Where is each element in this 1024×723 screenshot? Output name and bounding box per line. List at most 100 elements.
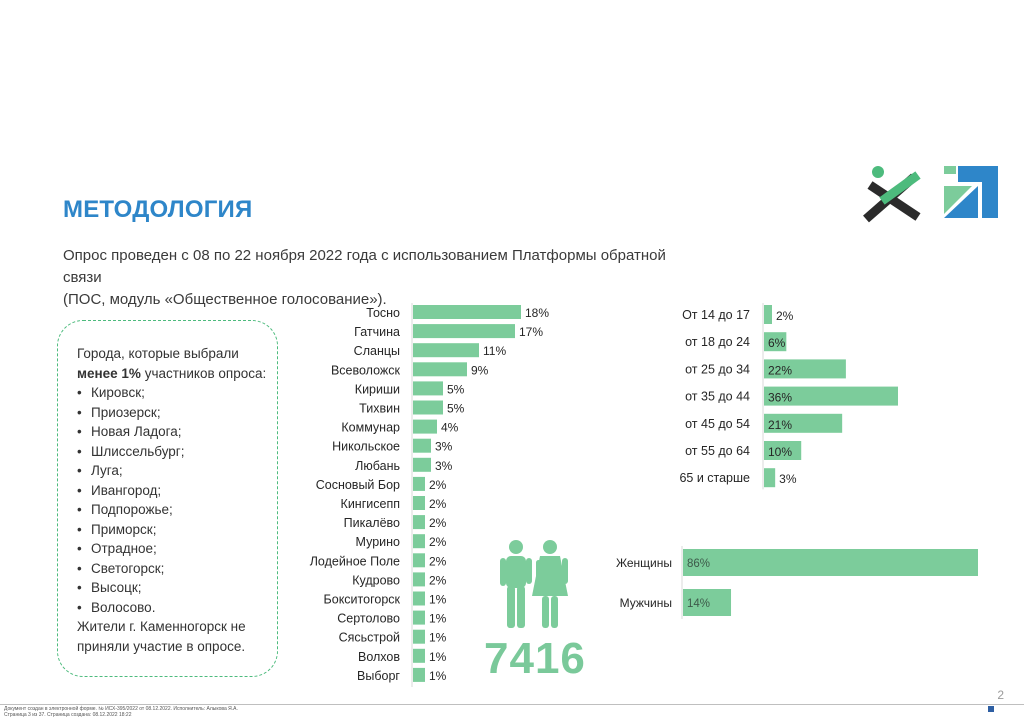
city-label: Выборг xyxy=(357,669,400,683)
age-label: 65 и старше xyxy=(679,471,750,485)
city-bar xyxy=(413,476,425,491)
age-value-label: 10% xyxy=(768,445,792,459)
age-label: от 18 до 24 xyxy=(685,335,750,349)
city-bar xyxy=(413,343,479,358)
city-value-label: 2% xyxy=(429,516,447,530)
age-label: от 25 до 34 xyxy=(685,362,750,376)
age-label: От 14 до 17 xyxy=(682,308,750,322)
city-label: Кириши xyxy=(355,382,400,396)
city-bar xyxy=(413,457,431,472)
city-value-label: 2% xyxy=(429,573,447,587)
city-item: Отрадное; xyxy=(77,539,277,559)
city-label: Волхов xyxy=(358,650,400,664)
city-item: Волосово. xyxy=(77,598,277,618)
city-label: Сосновый Бор xyxy=(316,478,400,492)
city-value-label: 9% xyxy=(471,363,489,377)
age-value-label: 22% xyxy=(768,363,792,377)
age-value-label: 36% xyxy=(768,391,792,405)
city-value-label: 5% xyxy=(447,382,465,396)
gender-bar xyxy=(683,589,732,616)
city-label: Тихвин xyxy=(359,402,400,416)
page-number: 2 xyxy=(997,688,1004,702)
city-bar xyxy=(413,515,425,530)
footer-line-2: Страница 3 из 37. Страница создана: 08.1… xyxy=(4,712,132,718)
city-value-label: 2% xyxy=(429,478,447,492)
city-bar xyxy=(413,591,425,606)
city-bar xyxy=(413,629,425,644)
city-label: Мурино xyxy=(356,535,401,549)
footer-divider xyxy=(0,704,1024,705)
city-item: Приозерск; xyxy=(77,403,277,423)
intro-line-1: Опрос проведен с 08 по 22 ноября 2022 го… xyxy=(63,247,666,286)
age-bar xyxy=(764,386,898,406)
intro-text: Опрос проведен с 08 по 22 ноября 2022 го… xyxy=(63,245,703,311)
age-label: от 45 до 54 xyxy=(685,417,750,431)
city-value-label: 18% xyxy=(525,306,549,320)
note-bold: менее 1% xyxy=(77,365,141,381)
city-value-label: 1% xyxy=(429,631,447,645)
people-icon xyxy=(500,540,568,628)
city-bar xyxy=(413,496,425,510)
gender-value-label: 86% xyxy=(687,558,710,570)
city-value-label: 4% xyxy=(441,421,459,435)
platform-logo-icon xyxy=(863,166,921,223)
age-bar xyxy=(764,332,787,352)
gender-value-label: 14% xyxy=(687,598,710,610)
age-bar xyxy=(764,441,802,460)
city-value-label: 3% xyxy=(435,440,453,454)
city-label: Всеволожск xyxy=(331,363,401,377)
city-value-label: 3% xyxy=(435,459,453,473)
city-item: Приморск; xyxy=(77,520,277,540)
note-line-2-rest: участников опроса: xyxy=(140,365,267,381)
city-item: Подпорожье; xyxy=(77,500,277,520)
city-value-label: 1% xyxy=(429,593,447,607)
intro-line-2: (ПОС, модуль «Общественное голосование»)… xyxy=(63,291,387,308)
note-line-1: Города, которые выбрали xyxy=(77,346,239,361)
age-value-label: 2% xyxy=(776,309,794,323)
gender-bar xyxy=(683,549,978,576)
city-bar xyxy=(413,400,443,415)
gender-label: Женщины xyxy=(616,556,672,570)
city-label: Кудрово xyxy=(352,573,400,587)
city-bar xyxy=(413,553,425,568)
footer-line-1: Документ создан в электронной форме. № И… xyxy=(4,706,238,712)
city-value-label: 17% xyxy=(519,325,543,339)
city-item: Светогорск; xyxy=(77,559,277,579)
city-item: Шлиссельбург; xyxy=(77,442,277,462)
city-value-label: 2% xyxy=(429,554,447,568)
city-bar xyxy=(413,572,425,587)
city-label: Коммунар xyxy=(341,421,400,435)
city-bar xyxy=(413,438,431,453)
city-bar xyxy=(413,324,515,339)
age-bar xyxy=(764,305,772,324)
page-title: МЕТОДОЛОГИЯ xyxy=(63,196,253,223)
city-bar xyxy=(413,381,443,396)
city-label: Лодейное Поле xyxy=(310,554,400,568)
age-value-label: 21% xyxy=(768,418,792,432)
city-value-label: 1% xyxy=(429,650,447,664)
city-label: Никольское xyxy=(332,440,400,454)
age-bar xyxy=(764,413,843,433)
city-label: Бокситогорск xyxy=(324,593,401,607)
age-value-label: 3% xyxy=(779,472,797,486)
note-box xyxy=(57,320,278,677)
age-bar xyxy=(764,359,846,379)
city-value-label: 2% xyxy=(429,535,447,549)
age-bar xyxy=(764,468,776,488)
city-label: Тосно xyxy=(366,306,400,320)
city-bar xyxy=(413,648,425,663)
city-list: Кировск;Приозерск;Новая Ладога;Шлиссельб… xyxy=(77,383,277,617)
city-bar xyxy=(413,419,437,434)
footer-logo xyxy=(988,706,994,712)
age-label: от 55 до 64 xyxy=(685,444,750,458)
city-bar xyxy=(413,305,521,319)
city-bar xyxy=(413,534,425,549)
footer: Документ создан в электронной форме. № И… xyxy=(4,706,238,718)
footer-logo-icon xyxy=(988,706,994,712)
city-item: Новая Ладога; xyxy=(77,422,277,442)
city-label: Сясьстрой xyxy=(339,631,400,645)
region-logo-icon xyxy=(944,166,998,218)
note-text: Города, которые выбрали менее 1% участни… xyxy=(77,344,277,656)
age-value-label: 6% xyxy=(768,336,786,350)
